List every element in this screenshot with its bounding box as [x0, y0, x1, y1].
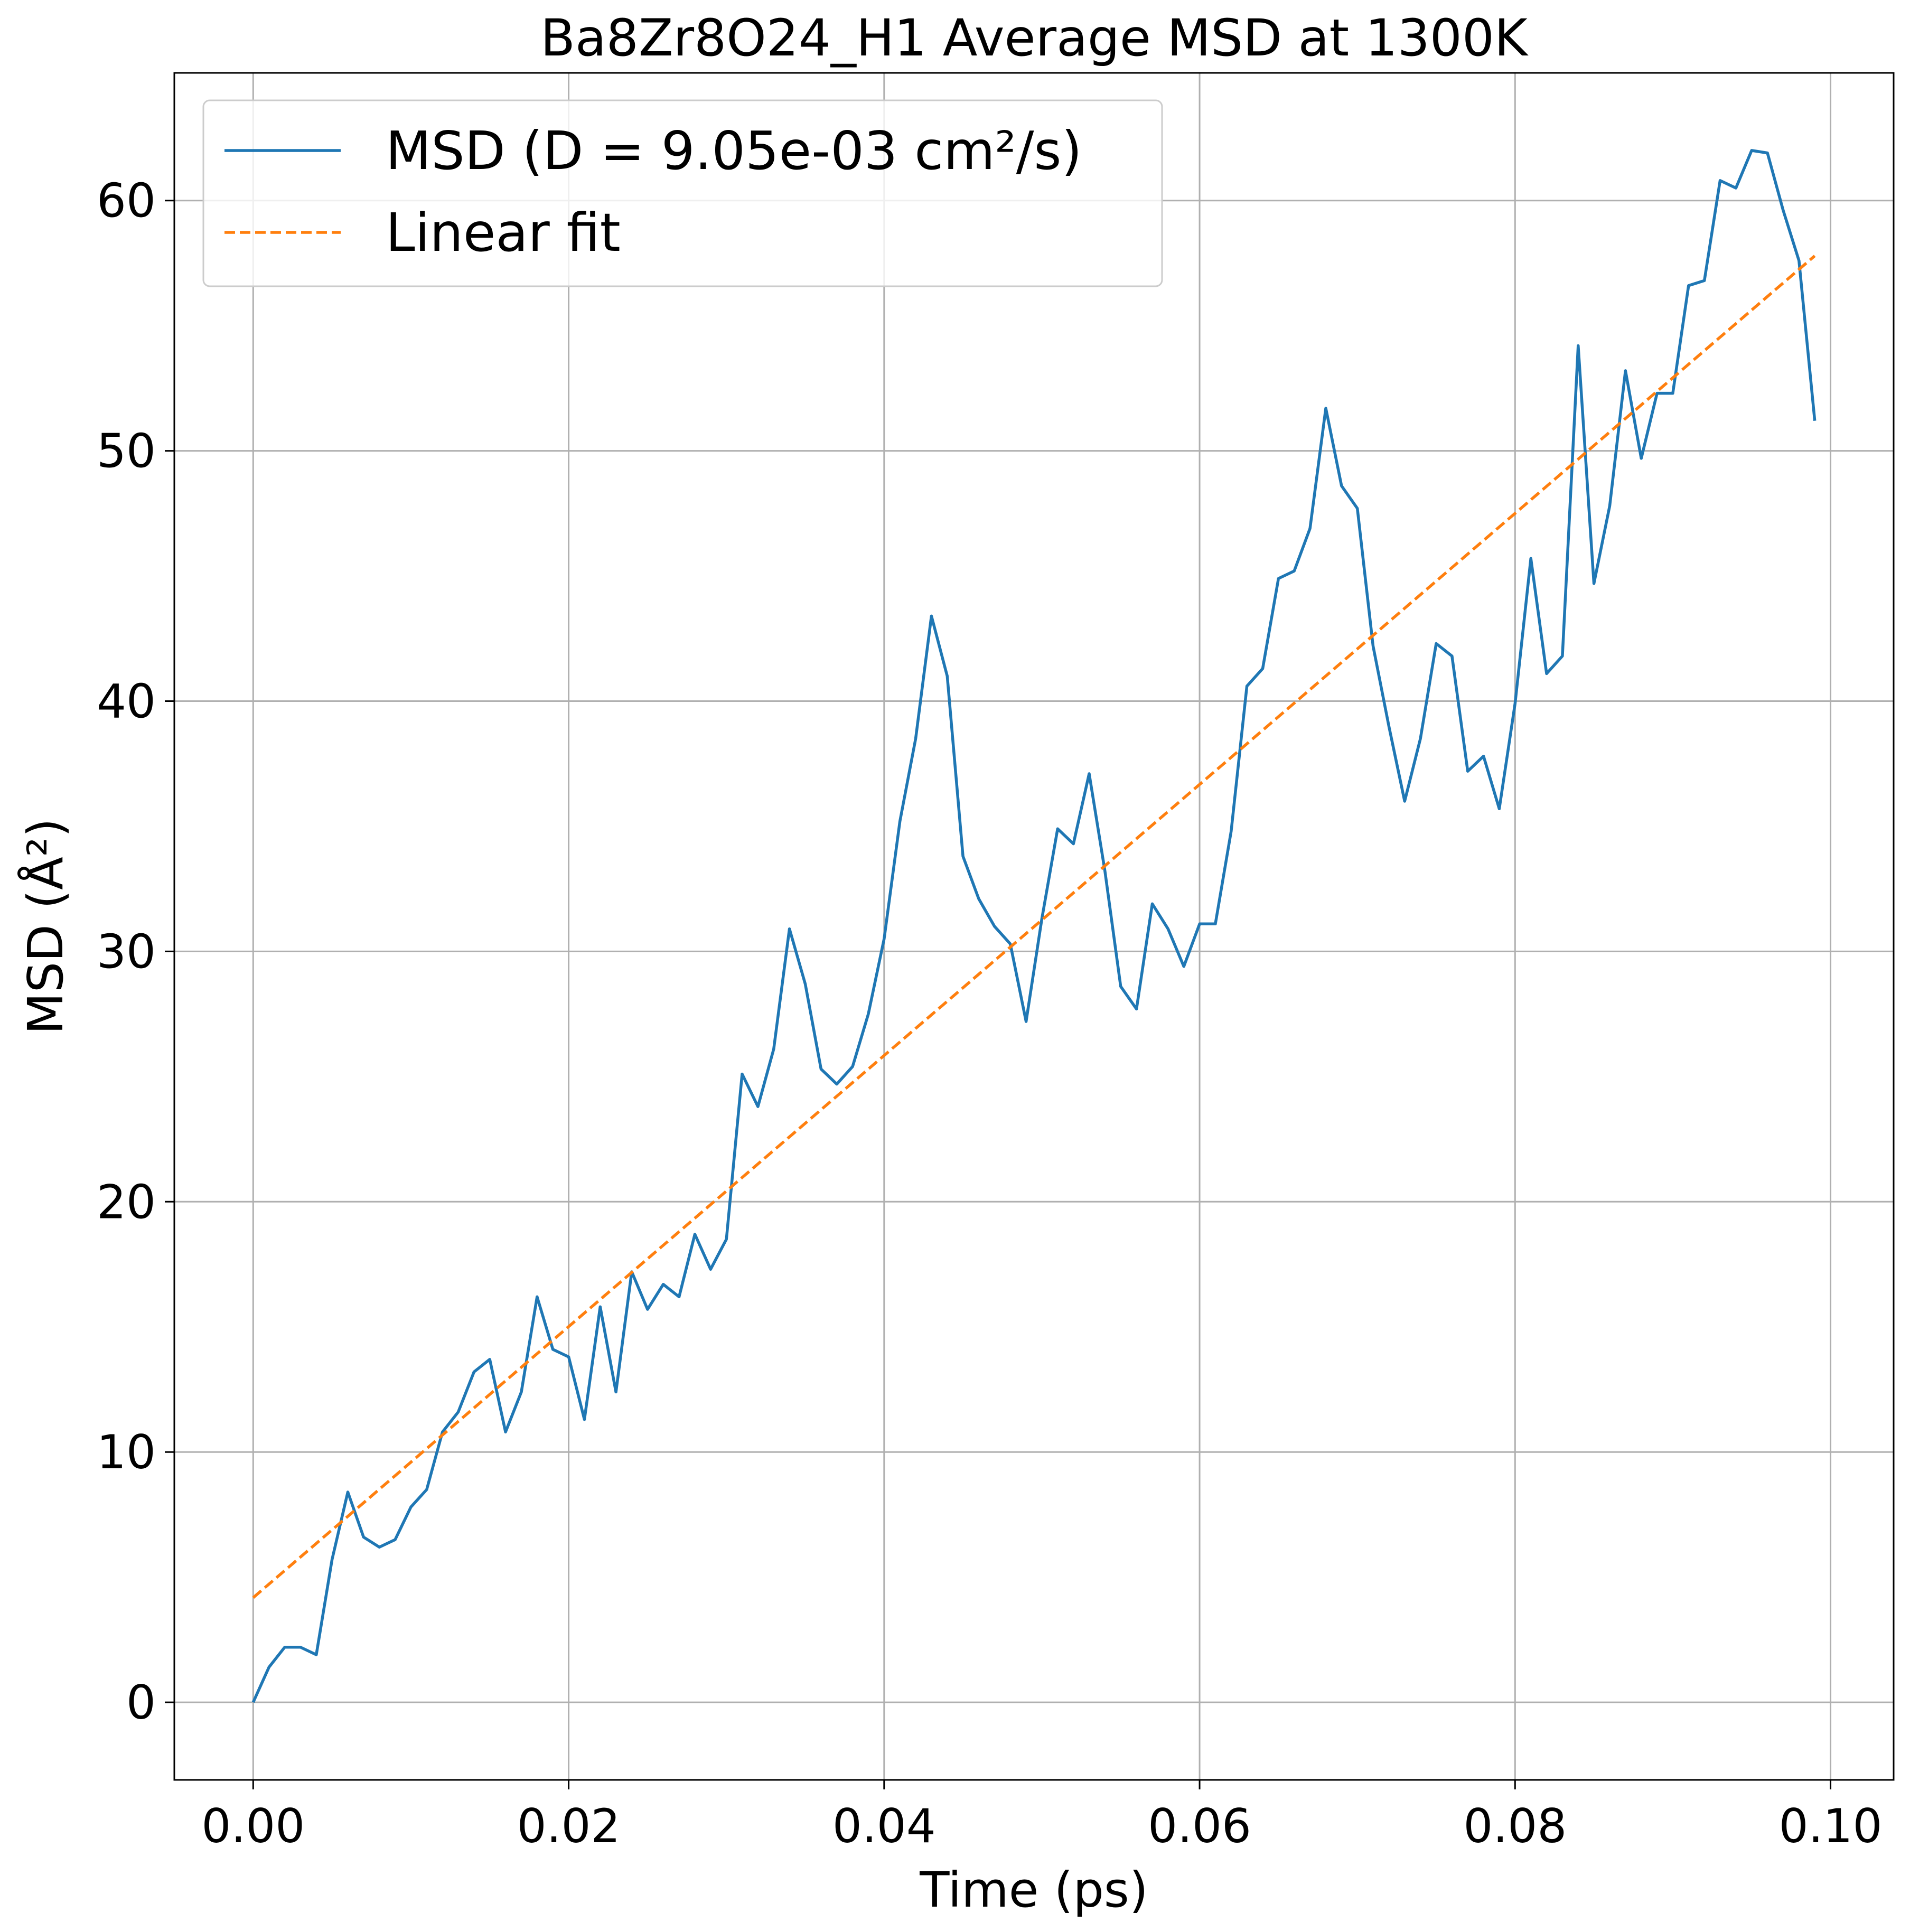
- y-tick-label: 40: [97, 674, 156, 728]
- legend: MSD (D = 9.05e-03 cm²/s) Linear fit: [202, 99, 1163, 287]
- y-tick-label: 60: [97, 174, 156, 228]
- x-tick-label: 0.00: [201, 1799, 305, 1853]
- x-tick-label: 0.02: [517, 1799, 621, 1853]
- x-tick-label: 0.06: [1148, 1799, 1251, 1853]
- linear-fit-line: [252, 255, 1816, 1599]
- x-axis-label: Time (ps): [919, 1862, 1148, 1918]
- legend-box: [202, 99, 1163, 287]
- x-tick-label: 0.08: [1463, 1799, 1567, 1853]
- y-tick-label: 50: [97, 424, 156, 479]
- ticks-layer: 0.00 0.02 0.04 0.06 0.08 0.10 0 10 20 30 40 50 60: [97, 174, 1883, 1853]
- legend-label-linear-fit: Linear fit: [386, 202, 621, 264]
- msd-series-line: [251, 149, 1817, 1703]
- y-axis-label: MSD (Å²): [17, 818, 74, 1034]
- plot-frame: [173, 72, 1895, 1781]
- x-tick-label: 0.10: [1779, 1799, 1883, 1853]
- chart-title: Ba8Zr8O24_H1 Average MSD at 1300K: [540, 8, 1529, 68]
- series-layer: [251, 149, 1817, 1703]
- y-tick-label: 10: [97, 1425, 156, 1479]
- legend-label-msd: MSD (D = 9.05e-03 cm²/s): [386, 120, 1082, 182]
- y-tick-label: 20: [97, 1175, 156, 1229]
- y-tick-label: 0: [126, 1675, 156, 1730]
- y-tick-label: 30: [97, 924, 156, 979]
- x-tick-label: 0.04: [832, 1799, 936, 1853]
